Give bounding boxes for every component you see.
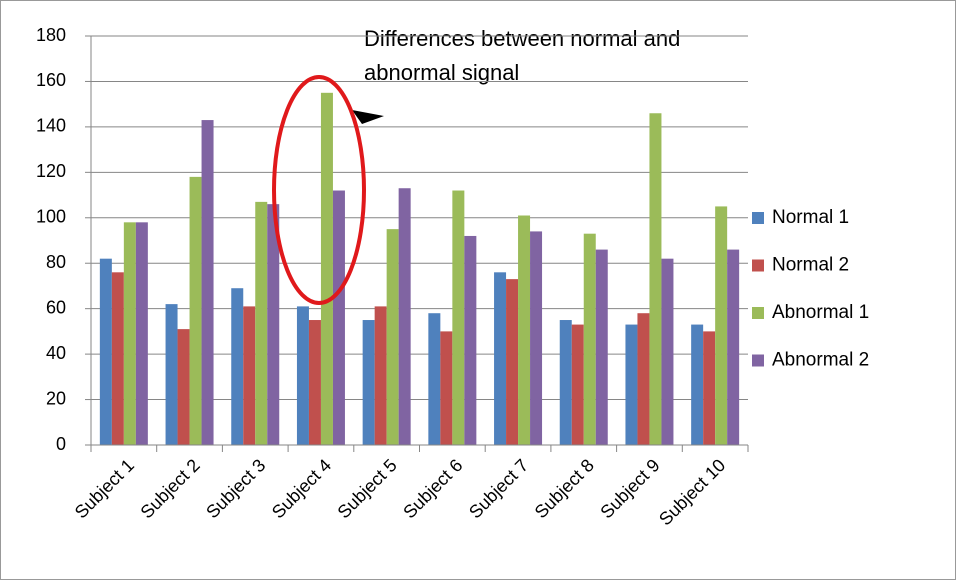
legend-swatch [752,354,764,367]
bar [661,258,674,445]
bar [111,272,124,445]
y-tick-label: 180 [36,25,66,45]
bar [530,231,543,445]
bar [637,313,650,445]
bar [518,215,531,445]
bar [362,320,375,445]
legend-label: Normal 1 [772,207,849,228]
bar [296,306,309,445]
bar [440,331,453,445]
legend-label: Abnormal 2 [772,350,869,371]
y-tick-label: 160 [36,70,66,90]
legend-swatch [752,259,764,272]
bar [595,249,608,445]
bar [398,188,411,445]
y-tick-label: 60 [46,297,66,317]
bar [374,306,387,445]
bar [165,304,178,445]
bar [464,235,477,445]
bar [255,201,268,445]
y-tick-label: 100 [36,207,66,227]
legend-swatch [752,212,764,224]
bar [243,306,256,445]
bar [177,329,190,445]
highlight-ellipse [272,75,366,305]
y-tick-label: 40 [46,343,66,363]
bar [703,331,716,445]
bar [494,272,507,445]
bar [506,279,519,445]
bar [583,233,596,445]
bar [308,320,321,445]
bar [559,320,572,445]
y-tick-label: 120 [36,161,66,181]
y-tick-label: 140 [36,116,66,136]
legend-label: Normal 2 [772,255,849,276]
bar [452,190,465,445]
y-tick-label: 20 [46,388,66,408]
bar [428,313,441,445]
bar [625,324,638,445]
bar [727,249,740,445]
bar [267,204,280,445]
bar [691,324,704,445]
bar [231,288,244,445]
legend-swatch [752,307,764,319]
bar [715,206,728,445]
bar [320,92,333,446]
y-tick-label: 80 [46,252,66,272]
legend-label: Abnormal 1 [772,302,869,323]
bar [332,190,345,445]
y-tick-label: 0 [56,434,66,454]
callout-pointer [352,110,384,124]
bar [99,258,112,445]
bar [123,222,136,445]
bar [649,113,662,445]
bar [189,176,202,445]
annotation-box: Differences between normal and abnormal … [364,26,681,85]
bar [201,120,214,446]
bar [571,324,584,445]
bar [135,222,148,445]
bar [386,229,399,445]
annotation: Differences between normal and abnormal … [364,26,681,85]
